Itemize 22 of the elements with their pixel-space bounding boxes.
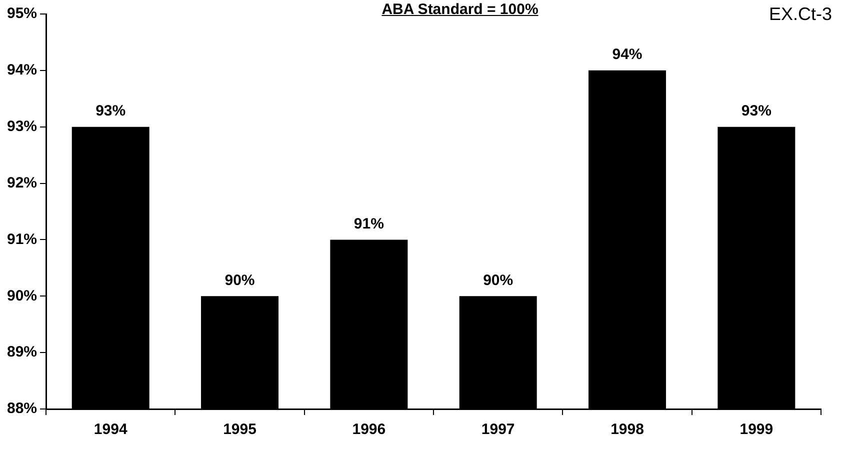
y-tick-label: 88% xyxy=(6,400,38,418)
annotation: EX.Ct-3 xyxy=(768,4,832,24)
y-tick-label: 89% xyxy=(6,344,38,361)
y-tick-label: 92% xyxy=(6,174,38,192)
y-tick-label: 91% xyxy=(6,230,38,248)
y-tick-label: 90% xyxy=(6,287,38,304)
data-label: 90% xyxy=(483,272,514,289)
data-label: 94% xyxy=(612,46,642,64)
x-tick-label: 1995 xyxy=(223,421,256,438)
data-label: 93% xyxy=(741,102,772,120)
x-tick-label: 1997 xyxy=(481,421,515,438)
y-tick-label: 95% xyxy=(6,5,38,22)
x-tick-label: 1996 xyxy=(352,421,386,438)
data-label: 90% xyxy=(224,272,255,289)
x-tick-label: 1994 xyxy=(94,421,128,438)
y-tick-label: 94% xyxy=(6,62,38,79)
data-label: 91% xyxy=(354,215,384,232)
data-label: 93% xyxy=(96,102,126,120)
y-tick-label: 93% xyxy=(6,118,38,135)
x-tick-label: 1999 xyxy=(740,421,774,438)
x-tick-label: 1998 xyxy=(610,421,644,438)
chart-title: ABA Standard = 100% xyxy=(380,1,540,18)
